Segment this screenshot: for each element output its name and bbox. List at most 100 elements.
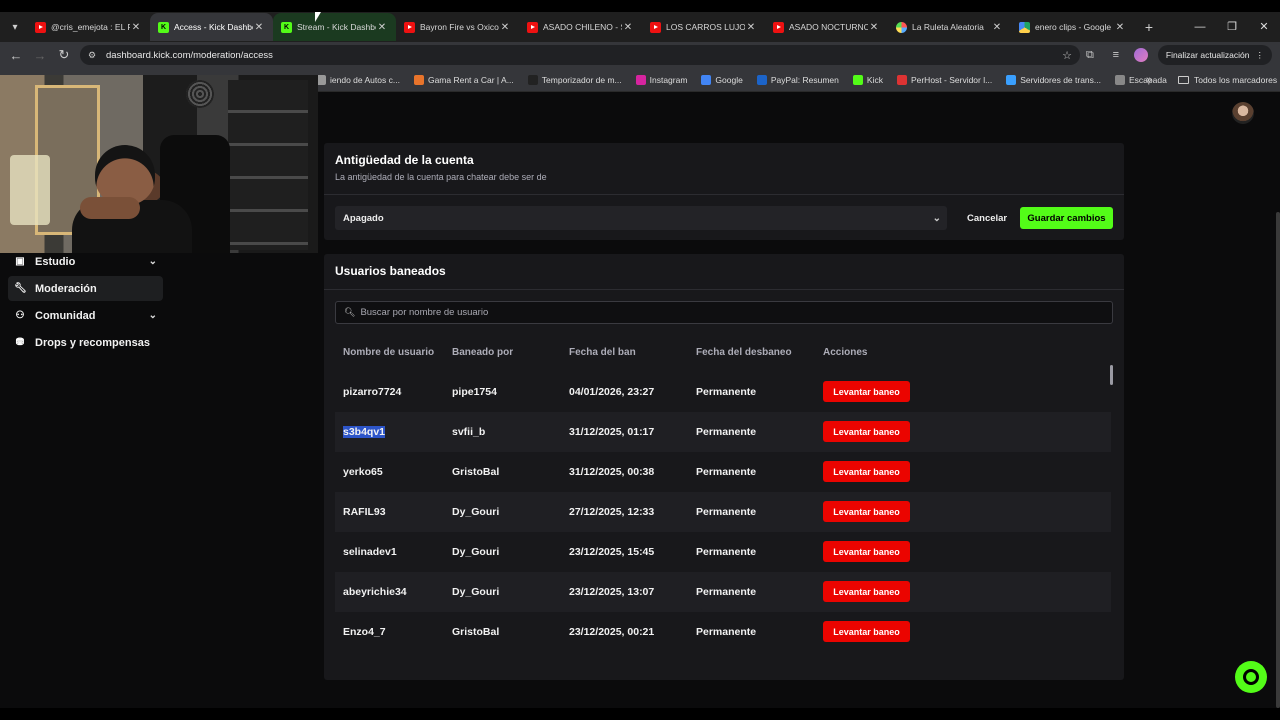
bookmark-label: Servidores de trans...: [1020, 74, 1101, 85]
table-scrollbar[interactable]: [1110, 365, 1113, 385]
divider: [324, 289, 1124, 290]
username-cell[interactable]: s3b4qv1: [343, 426, 386, 438]
username-cell[interactable]: abeyrichie34: [343, 586, 407, 598]
col-unban-date[interactable]: Fecha del desbaneo: [696, 346, 792, 358]
webcam-overlay: [0, 75, 318, 253]
bookmark-label: Gama Rent a Car | A...: [427, 74, 514, 85]
menu-dots-icon[interactable]: ⋮: [1255, 49, 1265, 60]
close-tab-icon[interactable]: ✕: [377, 21, 387, 33]
close-tab-icon[interactable]: ✕: [869, 21, 879, 33]
username-cell[interactable]: yerko65: [343, 466, 383, 478]
bookmark-favicon-icon: [1006, 74, 1017, 85]
url-field[interactable]: ⚙ dashboard.kick.com/moderation/access ☆: [80, 45, 1080, 65]
col-username[interactable]: Nombre de usuario: [343, 346, 435, 358]
browser-tab[interactable]: LOS CARROS LUJOSO✕: [642, 13, 765, 41]
username-cell[interactable]: selinadev1: [343, 546, 397, 558]
browser-tab[interactable]: ASADO CHILENO - SI ✕: [519, 13, 642, 41]
bookmark-item[interactable]: iendo de Autos c...: [316, 74, 400, 85]
browser-tab[interactable]: K Access - Kick Dashboard✕: [150, 13, 273, 41]
banned-by-cell: svfii_b: [452, 426, 486, 438]
youtube-icon: [650, 21, 661, 33]
bookmark-item[interactable]: Instagram: [635, 74, 687, 85]
bookmark-favicon-icon: [1115, 74, 1125, 85]
page-scrollbar[interactable]: [1276, 212, 1280, 708]
media-icon[interactable]: ≡: [1112, 49, 1120, 61]
tab-title: ASADO CHILENO - SI: [543, 22, 622, 32]
lift-ban-button[interactable]: Levantar baneo: [823, 541, 910, 562]
col-banned-by[interactable]: Baneado por: [452, 346, 514, 358]
reload-icon[interactable]: ↻: [58, 47, 70, 62]
username-cell[interactable]: pizarro7724: [343, 386, 402, 398]
lift-ban-button[interactable]: Levantar baneo: [823, 581, 910, 602]
browser-tab[interactable]: Bayron Fire vs Oxicor ✕: [396, 13, 519, 41]
banned-by-cell: GristoBal: [452, 466, 500, 478]
bookmark-favicon-icon: [316, 74, 326, 85]
bookmark-item[interactable]: Google: [701, 74, 743, 85]
browser-tab[interactable]: K Stream - Kick Dashboard✕: [273, 13, 396, 41]
browser-tab[interactable]: @cris_emejota : EL RE✕: [27, 13, 150, 41]
chevron-down-icon[interactable]: ⌄: [148, 256, 157, 267]
new-tab-button[interactable]: +: [1144, 19, 1154, 35]
close-tab-icon[interactable]: ✕: [623, 21, 633, 33]
site-info-icon[interactable]: ⚙: [88, 50, 97, 60]
save-changes-button[interactable]: Guardar cambios: [1020, 207, 1113, 229]
close-tab-icon[interactable]: ✕: [500, 21, 510, 33]
forward-arrow-icon[interactable]: →: [33, 47, 47, 63]
tab-title: LOS CARROS LUJOSO: [666, 22, 745, 32]
tab-search-chevron-icon[interactable]: ▾: [12, 21, 18, 33]
ban-date-cell: 23/12/2025, 00:21: [569, 626, 655, 638]
close-tab-icon[interactable]: ✕: [746, 21, 756, 33]
browser-tab[interactable]: La Ruleta Aleatoria ✕: [888, 13, 1011, 41]
sidebar-item-moderación[interactable]: 🔧︎ Moderación: [8, 276, 163, 301]
table-row: selinadev1 Dy_Gouri 23/12/2025, 15:45 Perma…: [335, 532, 1111, 572]
lift-ban-button[interactable]: Levantar baneo: [823, 621, 910, 642]
browser-tab[interactable]: enero clips - Google ✕: [1011, 13, 1134, 41]
help-button[interactable]: [1235, 661, 1267, 693]
close-tab-icon[interactable]: ✕: [131, 21, 141, 33]
unban-date-cell: Permanente: [696, 386, 757, 398]
sidebar-item-label: Moderación: [35, 282, 97, 295]
gdrive-icon: [1019, 21, 1030, 33]
bookmark-item[interactable]: Temporizador de m...: [527, 74, 622, 85]
minimize-icon[interactable]: —: [1194, 21, 1206, 33]
lift-ban-button[interactable]: Levantar baneo: [823, 381, 910, 402]
close-tab-icon[interactable]: ✕: [1115, 21, 1125, 33]
col-actions: Acciones: [823, 346, 868, 358]
extensions-icon[interactable]: ⧉: [1085, 49, 1094, 61]
browser-tab[interactable]: ASADO NOCTURNO ✕: [765, 13, 888, 41]
username-cell[interactable]: Enzo4_7: [343, 626, 386, 638]
bookmark-item[interactable]: Servidores de trans...: [1006, 74, 1101, 85]
youtube-icon: [404, 21, 415, 33]
bookmark-item[interactable]: Kick: [852, 74, 883, 85]
more-bookmarks-icon[interactable]: »: [1146, 73, 1153, 86]
close-window-icon[interactable]: ✕: [1259, 21, 1269, 33]
search-input[interactable]: [360, 307, 1061, 318]
user-avatar[interactable]: [1232, 102, 1254, 124]
update-button[interactable]: Finalizar actualización ⋮: [1157, 45, 1272, 65]
sidebar-item-estudio[interactable]: ▣ Estudio ⌄: [8, 249, 163, 274]
bookmark-item[interactable]: PerHost - Servidor l...: [896, 74, 992, 85]
sidebar-item-drops[interactable]: ⛃ Drops y recompensas: [8, 330, 163, 355]
bookmark-item[interactable]: Gama Rent a Car | A...: [413, 74, 514, 85]
sidebar-item-comunidad[interactable]: ⚇ Comunidad ⌄: [8, 303, 163, 328]
close-tab-icon[interactable]: ✕: [992, 21, 1002, 33]
restore-icon[interactable]: ❐: [1227, 21, 1237, 33]
kick-icon: K: [281, 21, 292, 33]
lift-ban-button[interactable]: Levantar baneo: [823, 421, 910, 442]
close-tab-icon[interactable]: ✕: [254, 21, 264, 33]
col-ban-date[interactable]: Fecha del ban: [569, 346, 636, 358]
profile-avatar[interactable]: [1133, 48, 1148, 62]
cancel-button[interactable]: Cancelar: [961, 207, 1013, 229]
lift-ban-button[interactable]: Levantar baneo: [823, 461, 910, 482]
banned-by-cell: Dy_Gouri: [452, 586, 500, 598]
bookmark-star-icon[interactable]: ☆: [1062, 49, 1072, 62]
username-cell[interactable]: RAFIL93: [343, 506, 386, 518]
chevron-down-icon[interactable]: ⌄: [148, 310, 157, 321]
unban-date-cell: Permanente: [696, 626, 757, 638]
lift-ban-button[interactable]: Levantar baneo: [823, 501, 910, 522]
all-bookmarks-button[interactable]: Todos los marcadores: [1178, 75, 1277, 85]
bookmark-item[interactable]: Escapada: [1115, 74, 1167, 85]
account-age-select[interactable]: Apagado ⌄: [335, 206, 947, 230]
bookmark-item[interactable]: PayPal: Resumen: [756, 74, 839, 85]
back-arrow-icon[interactable]: ←: [9, 47, 23, 63]
